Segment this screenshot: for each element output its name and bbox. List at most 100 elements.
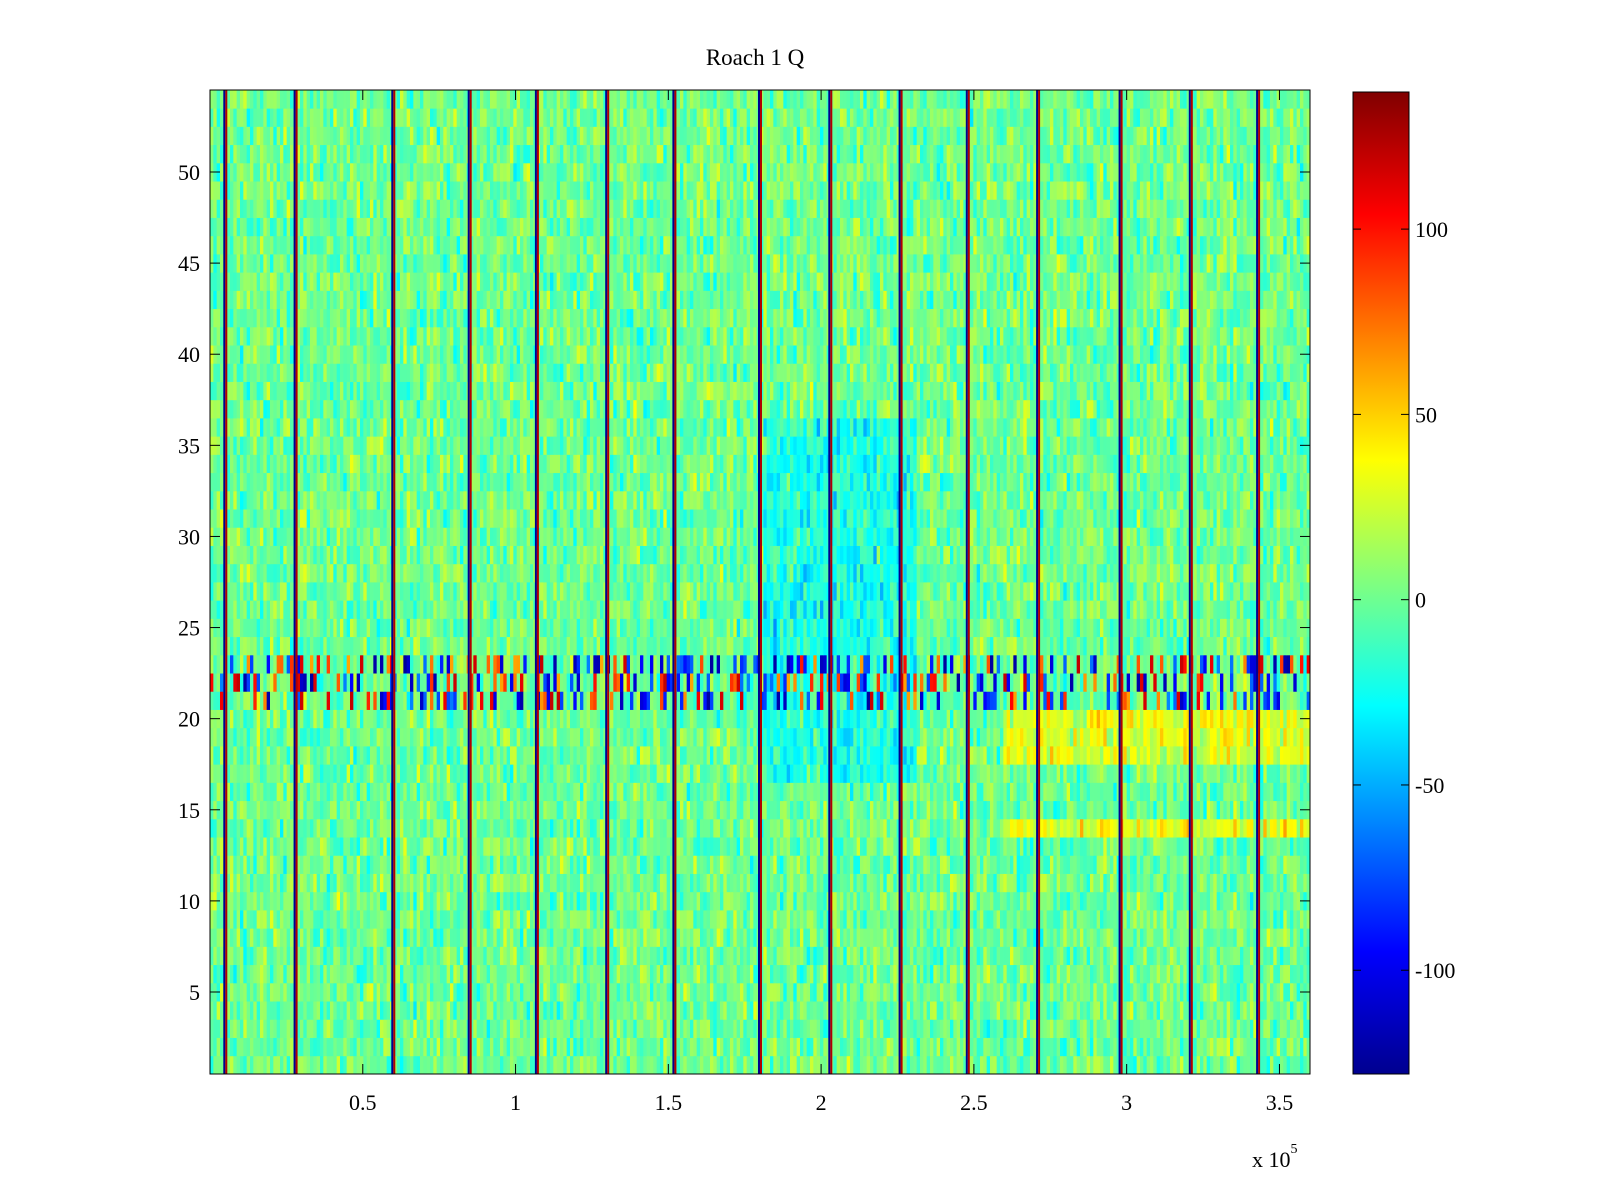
heatmap-cell: [1106, 873, 1111, 893]
heatmap-cell: [280, 1055, 284, 1074]
heatmap-cell: [980, 1055, 984, 1074]
heatmap-cell: [566, 982, 571, 1002]
heatmap-cell: [233, 928, 238, 947]
heatmap-cell: [1206, 1001, 1211, 1020]
heatmap-cell: [336, 855, 341, 874]
heatmap-cell: [413, 982, 418, 1002]
heatmap-cell: [403, 891, 408, 911]
heatmap-cell: [353, 837, 358, 856]
heatmap-cell: [230, 782, 234, 802]
heatmap-cell: [300, 1055, 304, 1074]
heatmap-cell: [1080, 800, 1084, 820]
heatmap-cell: [1303, 873, 1308, 893]
heatmap-cell: [1170, 891, 1174, 911]
heatmap-cell: [316, 891, 321, 911]
heatmap-cell: [1200, 800, 1204, 820]
heatmap-cell: [573, 928, 578, 947]
heatmap-cell: [963, 1037, 968, 1057]
heatmap-cell: [753, 910, 758, 929]
heatmap-cell: [413, 928, 418, 947]
heatmap-cell: [816, 855, 821, 874]
heatmap-cell: [523, 1037, 528, 1057]
heatmap-cell: [1270, 818, 1274, 838]
heatmap-cell: [1243, 1019, 1248, 1038]
heatmap-cell: [780, 1019, 784, 1038]
heatmap-cell: [1050, 800, 1054, 820]
heatmap-cell: [486, 1037, 491, 1057]
heatmap-cell: [930, 891, 934, 911]
heatmap-cell: [923, 964, 928, 984]
heatmap-cell: [663, 1037, 668, 1057]
heatmap-cell: [766, 855, 771, 874]
heatmap-cell: [593, 1001, 598, 1020]
heatmap-cell: [596, 891, 601, 911]
heatmap-cell: [1283, 982, 1288, 1002]
heatmap-cell: [1083, 1037, 1088, 1057]
heatmap-cell: [420, 873, 424, 893]
heatmap-cell: [1296, 800, 1301, 820]
heatmap-cell: [620, 873, 624, 893]
heatmap-cell: [886, 855, 891, 874]
heatmap-cell: [630, 982, 634, 1002]
heatmap-cell: [1043, 1055, 1048, 1074]
heatmap-cell: [530, 946, 534, 966]
heatmap-cell: [653, 928, 658, 947]
heatmap-cell: [373, 1001, 378, 1020]
heatmap-cell: [516, 837, 521, 856]
heatmap-cell: [896, 837, 901, 856]
heatmap-cell: [820, 964, 824, 984]
heatmap-cell: [456, 1055, 461, 1074]
heatmap-cell: [980, 1019, 984, 1038]
heatmap-cell: [1096, 873, 1101, 893]
heatmap-cell: [583, 873, 588, 893]
heatmap-cell: [340, 982, 344, 1002]
heatmap-cell: [1043, 873, 1048, 893]
heatmap-cell: [256, 1037, 261, 1057]
heatmap-cell: [443, 1037, 448, 1057]
heatmap-cell: [340, 1001, 344, 1020]
heatmap-cell: [243, 1001, 248, 1020]
heatmap-cell: [440, 818, 444, 838]
heatmap-cell: [1240, 800, 1244, 820]
heatmap-cell: [373, 910, 378, 929]
heatmap-cell: [1180, 1001, 1184, 1020]
heatmap-cell: [593, 1037, 598, 1057]
heatmap-cell: [970, 928, 974, 947]
heatmap-cell: [713, 1001, 718, 1020]
heatmap-cell: [273, 1037, 278, 1057]
heatmap-cell: [663, 982, 668, 1002]
heatmap-cell: [453, 837, 458, 856]
heatmap-cell: [570, 1001, 574, 1020]
heatmap-cell: [256, 946, 261, 966]
heatmap-cell: [980, 964, 984, 984]
heatmap-cell: [640, 837, 644, 856]
heatmap-cell: [1216, 964, 1221, 984]
heatmap-cell: [280, 1019, 284, 1038]
heatmap-cell: [676, 873, 681, 893]
heatmap-cell: [436, 818, 441, 838]
heatmap-cell: [540, 946, 544, 966]
heatmap-cell: [1293, 873, 1298, 893]
heatmap-cell: [286, 782, 291, 802]
heatmap-cell: [656, 928, 661, 947]
heatmap-cell: [693, 946, 698, 966]
heatmap-cell: [720, 891, 724, 911]
heatmap-cell: [453, 800, 458, 820]
heatmap-cell: [883, 964, 888, 984]
heatmap-cell: [273, 1001, 278, 1020]
heatmap-cell: [663, 891, 668, 911]
heatmap-cell: [1280, 946, 1284, 966]
heatmap-cell: [800, 964, 804, 984]
heatmap-cell: [443, 818, 448, 838]
heatmap-cell: [320, 1037, 324, 1057]
heatmap-cell: [666, 1019, 671, 1038]
heatmap-cell: [836, 800, 841, 820]
heatmap-cell: [1283, 855, 1288, 874]
heatmap-cell: [730, 910, 734, 929]
heatmap-cell: [553, 964, 558, 984]
heatmap-cell: [1046, 1019, 1051, 1038]
heatmap-cell: [1243, 982, 1248, 1002]
heatmap-cell: [590, 891, 594, 911]
heatmap-cell: [1010, 1055, 1014, 1074]
heatmap-cell: [413, 1019, 418, 1038]
